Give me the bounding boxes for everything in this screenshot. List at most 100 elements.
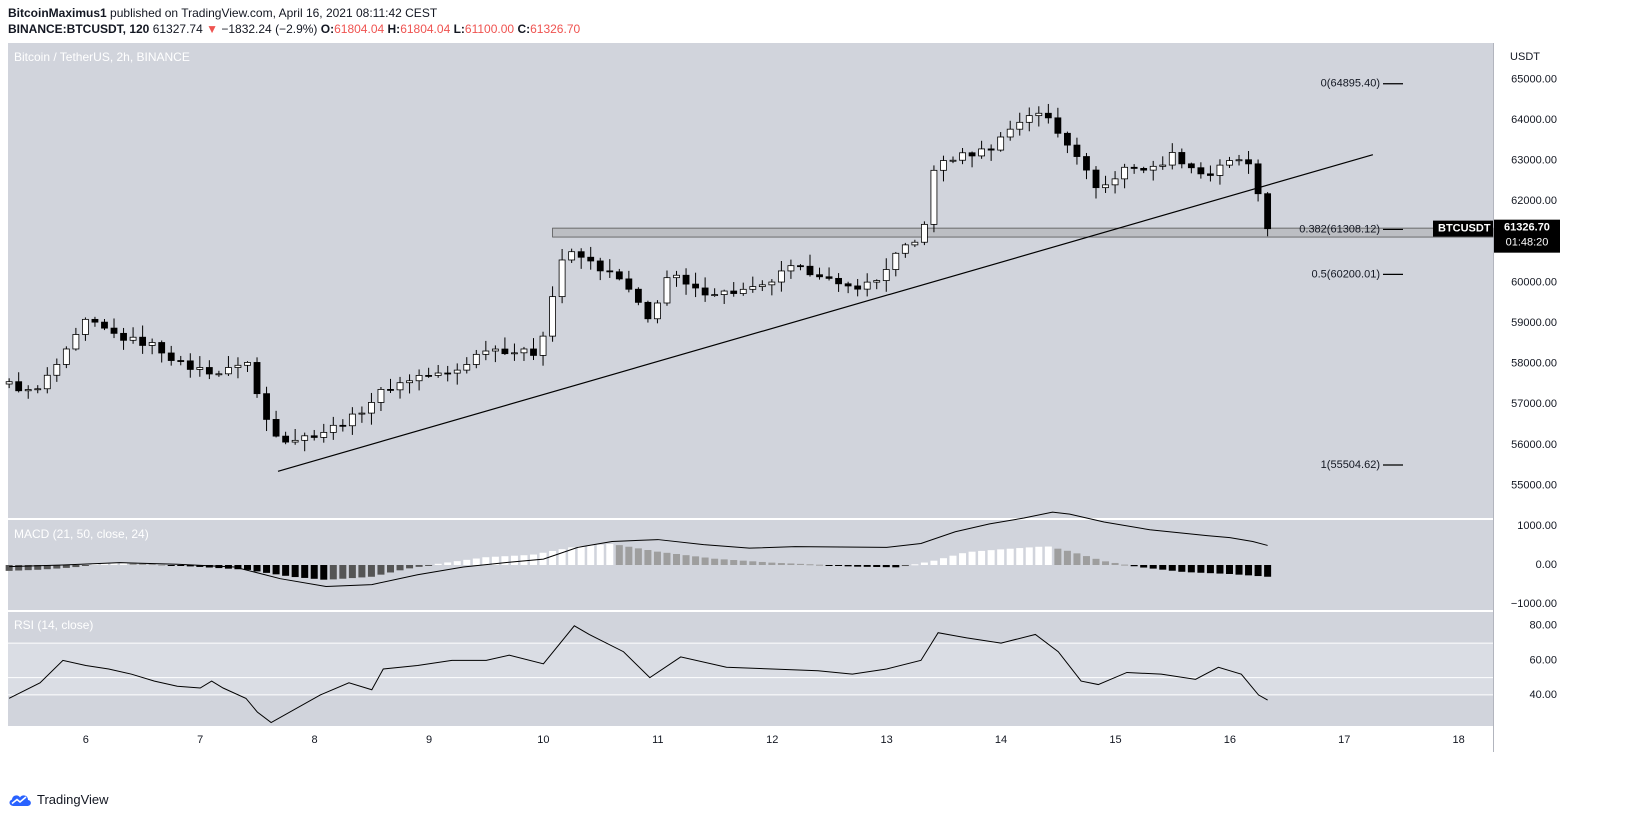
- macd-hist-bar: [768, 562, 776, 565]
- candle: [825, 267, 833, 281]
- candle: [901, 242, 909, 258]
- macd-hist-bar: [310, 565, 318, 579]
- chart-canvas[interactable]: 0(64895.40) 0.382(61308.12) 0.5(60200.01) 1…: [0, 0, 1627, 790]
- macd-hist-bar: [177, 565, 185, 566]
- candle: [1083, 152, 1090, 180]
- time-tick-label: 8: [312, 734, 318, 746]
- macd-hist-bar: [158, 564, 166, 566]
- macd-hist-bar: [425, 565, 433, 566]
- candles: [5, 103, 1272, 452]
- ascending-trendline: [277, 154, 1374, 472]
- candle: [34, 385, 42, 394]
- macd-hist-bar: [1225, 565, 1233, 574]
- candle-body: [434, 372, 442, 376]
- candle-body: [1264, 193, 1272, 230]
- macd-hist-bar: [62, 565, 70, 568]
- candle: [91, 316, 99, 327]
- candle-body: [539, 335, 547, 356]
- macd-hist-bar: [348, 565, 356, 579]
- candle-body: [387, 389, 394, 391]
- macd-hist-bar: [939, 558, 947, 565]
- price-tick-label: 63000.00: [1511, 155, 1557, 167]
- candle-body: [806, 265, 814, 276]
- candle-body: [1197, 167, 1205, 175]
- macd-hist-bar: [682, 555, 690, 565]
- candle-body: [777, 270, 785, 283]
- macd-hist-bar: [1254, 565, 1262, 577]
- macd-hist-bar: [520, 555, 528, 565]
- macd-hist-bar: [1264, 565, 1272, 577]
- candle: [53, 358, 61, 382]
- author-name[interactable]: BitcoinMaximus1: [8, 6, 107, 20]
- candle: [854, 278, 862, 297]
- candle: [873, 279, 881, 290]
- chart-title: Bitcoin / TetherUS, 2h, BINANCE: [14, 50, 190, 64]
- macd-hist-bar: [34, 565, 42, 570]
- macd-hist-bar: [825, 565, 833, 566]
- candle-body: [558, 259, 566, 298]
- candle-body: [320, 431, 328, 438]
- candle-body: [1130, 166, 1138, 169]
- macd-hist-bar: [644, 550, 652, 565]
- candle: [129, 327, 137, 344]
- candle-body: [129, 336, 137, 341]
- candle-body: [348, 413, 356, 427]
- macd-hist-bar: [873, 565, 881, 567]
- candle-body: [530, 348, 537, 356]
- candle-body: [244, 362, 251, 366]
- candle: [654, 300, 661, 324]
- open-value: 61804.04: [334, 22, 385, 36]
- macd-hist-bar: [444, 562, 452, 565]
- publish-info: BitcoinMaximus1 published on TradingView…: [8, 6, 437, 20]
- candle-body: [24, 389, 32, 392]
- candle: [5, 378, 13, 389]
- fib-label: 0.382(61308.12): [1299, 223, 1380, 235]
- macd-hist-bar: [1206, 565, 1214, 574]
- candle: [225, 356, 232, 376]
- rsi-title: RSI (14, close): [14, 618, 93, 632]
- macd-hist-bar: [1159, 565, 1167, 570]
- candle: [82, 317, 89, 341]
- candle: [1226, 156, 1233, 168]
- candle-body: [930, 169, 938, 225]
- macd-hist-bar: [930, 560, 938, 565]
- candle: [987, 144, 995, 161]
- candle-body: [482, 350, 490, 355]
- candle-body: [177, 360, 185, 362]
- candle-body: [511, 352, 518, 355]
- macd-hist-bar: [787, 563, 795, 565]
- candle: [1264, 192, 1272, 237]
- macd-hist-bar: [358, 565, 366, 578]
- candle-body: [711, 294, 719, 296]
- candle: [120, 327, 127, 350]
- candle: [387, 378, 394, 393]
- candle-body: [520, 348, 528, 354]
- macd-hist-bar: [663, 552, 671, 565]
- rsi-tick-label: 60.00: [1529, 654, 1557, 666]
- rsi-band: [8, 643, 1493, 695]
- price-change: −1832.24 (−2.9%): [221, 22, 318, 36]
- candle-body: [587, 256, 595, 262]
- candle-body: [72, 334, 80, 350]
- macd-hist-bar: [777, 563, 785, 565]
- candle: [272, 410, 280, 438]
- macd-hist-bar: [367, 565, 375, 577]
- candle-body: [634, 288, 642, 303]
- tradingview-brand[interactable]: TradingView: [8, 792, 109, 807]
- candle: [348, 407, 356, 435]
- candle: [911, 239, 919, 248]
- candle-body: [101, 321, 108, 329]
- candle-body: [720, 290, 728, 295]
- candle-body: [1054, 117, 1062, 134]
- macd-hist-bar: [1044, 546, 1052, 565]
- candle-body: [854, 285, 862, 290]
- candle: [415, 369, 423, 391]
- candle: [1064, 131, 1071, 154]
- candle: [568, 248, 576, 263]
- candle-body: [892, 252, 900, 270]
- candle: [530, 338, 537, 361]
- candle: [997, 132, 1005, 152]
- candle-body: [158, 342, 166, 354]
- bar-countdown: 01:48:20: [1506, 237, 1549, 249]
- candle-body: [835, 277, 842, 285]
